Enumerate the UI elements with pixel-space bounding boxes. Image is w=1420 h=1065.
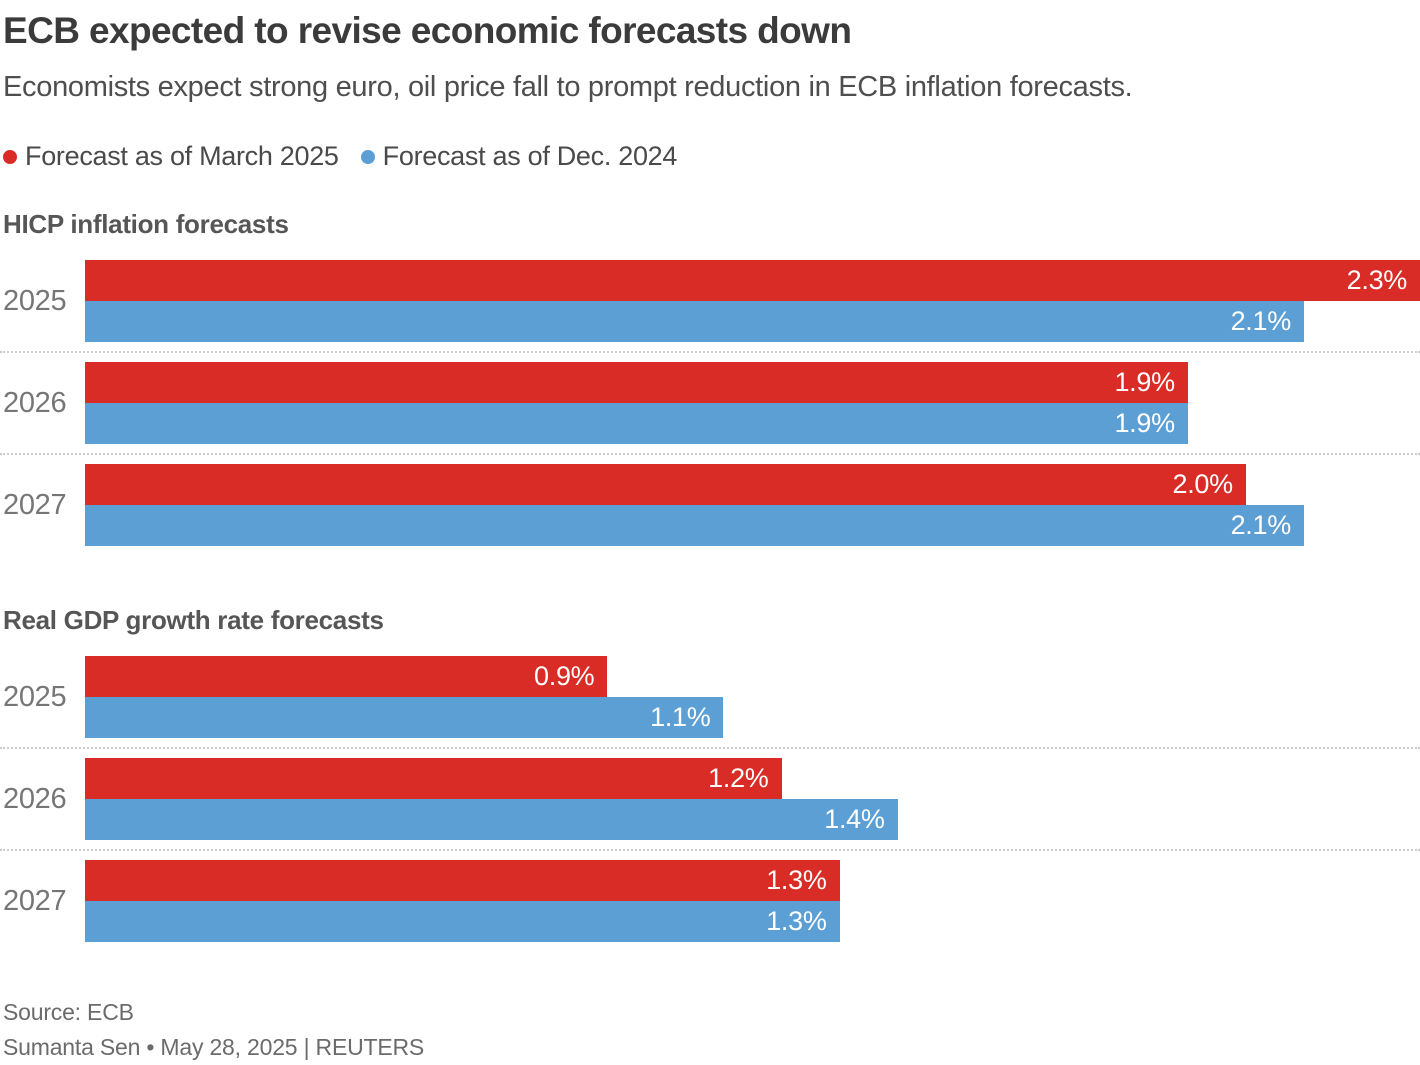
bar-march-gdp-2026: 1.2% [85,758,782,799]
value-label: 1.4% [824,804,885,834]
year-label: 2027 [3,884,67,917]
legend-dot-red-icon [3,149,17,164]
value-label: 0.9% [534,661,595,691]
bar-dec-hicp-2026: 1.9% [85,403,1188,444]
year-group-gdp-2025: 2025 0.9% 1.1% [0,647,1420,747]
byline: Sumanta Sen • May 28, 2025 | REUTERS [3,1034,425,1060]
value-label: 1.9% [1114,367,1175,397]
value-label: 2.0% [1172,469,1234,499]
section-title-hicp: HICP inflation forecasts [3,209,289,239]
legend-label-march: Forecast as of March 2025 [25,141,339,171]
page-title: ECB expected to revise economic forecast… [3,10,852,51]
year-group-gdp-2026: 2026 1.2% 1.4% [0,747,1420,849]
bar-march-hicp-2025: 2.3% [85,260,1420,301]
year-group-hicp-2026: 2026 1.9% 1.9% [0,351,1420,453]
legend-dot-blue-icon [360,149,375,164]
value-label: 2.1% [1230,306,1292,336]
bar-march-gdp-2025: 0.9% [85,656,608,697]
bar-dec-hicp-2025: 2.1% [85,301,1304,342]
year-label: 2026 [3,782,67,815]
value-label: 1.1% [650,702,711,732]
year-label: 2026 [3,386,67,419]
source-note: Source: ECB [3,999,134,1025]
value-label: 2.1% [1230,510,1292,540]
year-label: 2025 [3,284,67,317]
bar-dec-hicp-2027: 2.1% [85,505,1304,546]
legend-label-dec: Forecast as of Dec. 2024 [382,141,678,171]
legend: Forecast as of March 2025 Forecast as of… [3,141,1420,172]
value-label: 1.2% [708,763,769,793]
legend-item-march: Forecast as of March 2025 [3,141,339,172]
section-title-gdp: Real GDP growth rate forecasts [3,605,384,635]
bar-dec-gdp-2026: 1.4% [85,799,898,840]
bar-march-gdp-2027: 1.3% [85,860,840,901]
year-label: 2025 [3,680,67,713]
year-label: 2027 [3,488,67,521]
year-group-hicp-2025: 2025 2.3% 2.1% [0,251,1420,351]
bar-march-hicp-2026: 1.9% [85,362,1188,403]
year-group-hicp-2027: 2027 2.0% 2.1% [0,453,1420,555]
value-label: 2.3% [1346,265,1408,295]
section-hicp-inflation: HICP inflation forecasts 2025 2.3% 2.1% … [0,209,1420,555]
year-group-gdp-2027: 2027 1.3% 1.3% [0,849,1420,951]
footer: Source: ECB Sumanta Sen • May 28, 2025 |… [3,995,1420,1065]
value-label: 1.3% [766,865,827,895]
value-label: 1.3% [766,906,827,936]
value-label: 1.9% [1114,408,1175,438]
bar-march-hicp-2027: 2.0% [85,464,1246,505]
bar-dec-gdp-2027: 1.3% [85,901,840,942]
section-gdp-growth: Real GDP growth rate forecasts 2025 0.9%… [0,605,1420,951]
legend-item-dec: Forecast as of Dec. 2024 [360,141,678,172]
subtitle: Economists expect strong euro, oil price… [3,71,1133,103]
bar-dec-gdp-2025: 1.1% [85,697,724,738]
